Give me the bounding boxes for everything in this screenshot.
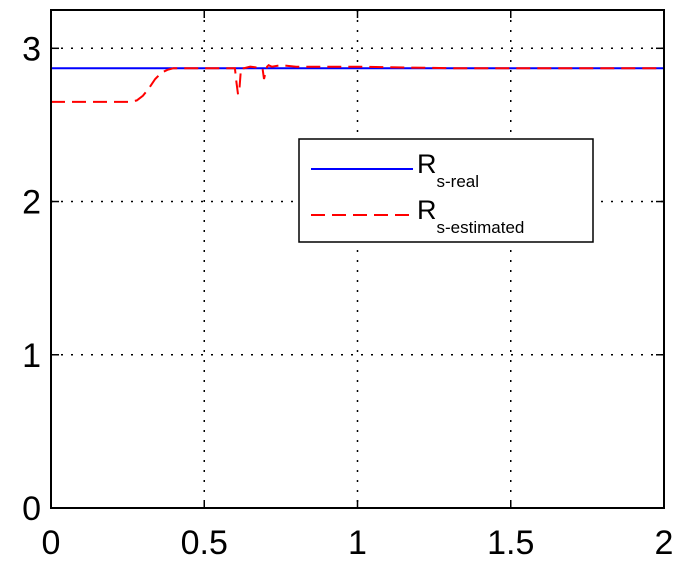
legend-label-subscript: s-estimated: [437, 218, 525, 237]
tick-labels: 0 0.5 1 1.5 2 0 1 2 3: [22, 30, 673, 562]
x-tick-label: 1.5: [487, 524, 534, 562]
legend-label-subscript: s-real: [437, 172, 480, 191]
y-tick-label: 1: [22, 337, 41, 375]
x-tick-label: 2: [655, 524, 674, 562]
y-tick-label: 2: [22, 184, 41, 222]
y-tick-label: 0: [22, 490, 41, 528]
series-layer: [51, 63, 664, 103]
x-tick-label: 0: [42, 524, 61, 562]
plot-frame: [50, 9, 665, 509]
legend-box: [298, 138, 594, 243]
x-tick-label: 1: [348, 524, 367, 562]
grid: [51, 10, 664, 508]
x-tick-label: 0.5: [181, 524, 228, 562]
axes: [50, 9, 665, 509]
y-tick-label: 3: [22, 30, 41, 68]
series-line-s-estimated: [51, 63, 664, 103]
